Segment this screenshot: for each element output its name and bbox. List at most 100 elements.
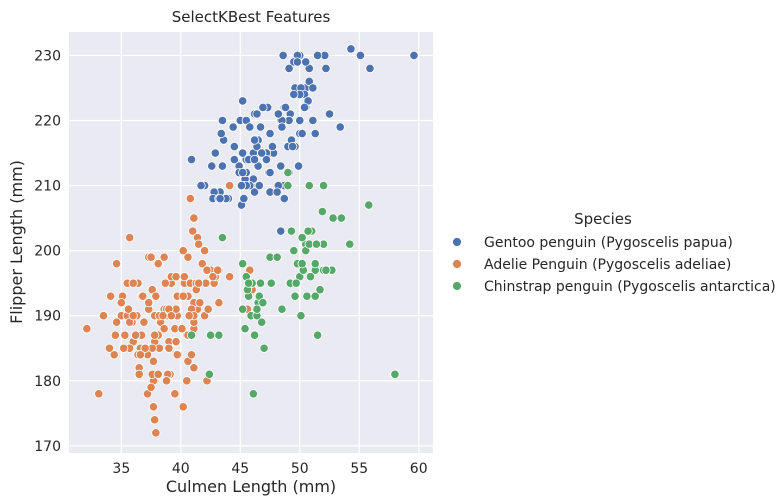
series-2 [82, 180, 257, 438]
data-point [217, 161, 228, 171]
data-point [82, 324, 92, 334]
data-point [195, 298, 205, 308]
data-point [128, 311, 138, 321]
y-tick-label: 230 [34, 48, 61, 64]
data-point [249, 330, 260, 340]
x-axis-label: Culmen Length (mm) [166, 477, 336, 496]
data-point [217, 233, 228, 243]
data-point [123, 304, 134, 314]
data-point [159, 324, 169, 334]
data-point [238, 96, 248, 106]
data-point [229, 154, 239, 165]
data-point [185, 193, 195, 204]
data-point [205, 330, 216, 340]
data-point [166, 311, 176, 321]
data-point [288, 141, 298, 152]
data-point [301, 57, 311, 67]
data-point [160, 278, 170, 288]
legend-marker [452, 237, 462, 247]
data-point [153, 369, 163, 379]
data-point [297, 128, 307, 139]
data-point [144, 298, 154, 308]
data-points [82, 44, 419, 438]
data-point [311, 239, 322, 249]
data-point [318, 180, 329, 191]
plot-area [69, 32, 433, 453]
y-tick-label: 210 [34, 179, 61, 195]
data-point [315, 285, 325, 295]
data-point [238, 148, 248, 158]
data-point [146, 382, 156, 392]
data-point [119, 343, 129, 353]
data-point [248, 389, 258, 399]
data-point [290, 291, 300, 301]
data-point [178, 402, 188, 412]
data-point [313, 50, 323, 61]
data-point [409, 50, 419, 61]
data-point [138, 291, 148, 301]
data-point [283, 167, 293, 178]
data-point [308, 83, 318, 93]
data-point [238, 304, 248, 314]
data-point [186, 350, 197, 360]
data-point [238, 167, 248, 178]
data-point [279, 193, 289, 204]
data-point [249, 187, 260, 197]
data-point [161, 376, 172, 386]
data-point [229, 141, 239, 152]
data-point [94, 389, 104, 399]
data-point [289, 89, 299, 100]
data-point [305, 272, 316, 282]
data-point [189, 213, 199, 223]
data-point [245, 122, 255, 132]
data-point [249, 135, 260, 145]
data-point [104, 343, 115, 353]
data-point [207, 161, 217, 171]
data-point [194, 239, 204, 249]
x-tick-label: 35 [112, 461, 130, 477]
data-point [258, 298, 268, 308]
data-point [346, 44, 356, 54]
data-point [203, 304, 213, 314]
data-point [277, 304, 287, 314]
data-point [272, 187, 282, 197]
data-point [273, 109, 283, 119]
data-point [297, 233, 307, 243]
data-point [252, 304, 262, 314]
legend-title: Species [574, 210, 632, 228]
data-point [128, 278, 138, 288]
data-point [120, 330, 130, 340]
data-point [303, 226, 313, 236]
data-point [265, 167, 275, 178]
x-tick-labels: 35 40 45 50 55 60 [112, 461, 427, 477]
x-tick-label: 55 [350, 461, 368, 477]
data-point [224, 272, 235, 282]
data-point [110, 330, 120, 340]
data-point [236, 180, 247, 191]
data-point [177, 324, 187, 334]
data-point [336, 213, 347, 223]
data-point [278, 50, 288, 61]
data-point [134, 369, 144, 379]
data-point [214, 330, 224, 340]
data-point [106, 291, 116, 301]
data-point [183, 252, 193, 262]
data-point [257, 317, 267, 327]
legend-marker [452, 281, 462, 291]
data-point [178, 291, 188, 301]
data-point [109, 350, 119, 360]
data-point [280, 102, 291, 113]
data-point [210, 148, 220, 158]
data-point [131, 330, 141, 340]
data-point [164, 343, 174, 353]
data-point [240, 324, 250, 334]
data-point [158, 311, 168, 321]
data-point [186, 330, 197, 340]
data-point [259, 343, 269, 353]
data-point [295, 115, 305, 126]
data-point [153, 259, 163, 269]
data-point [277, 122, 287, 132]
data-point [216, 128, 226, 139]
data-point [292, 57, 302, 67]
legend: Species Gentoo penguin (Pygoscelis papua… [452, 210, 776, 295]
